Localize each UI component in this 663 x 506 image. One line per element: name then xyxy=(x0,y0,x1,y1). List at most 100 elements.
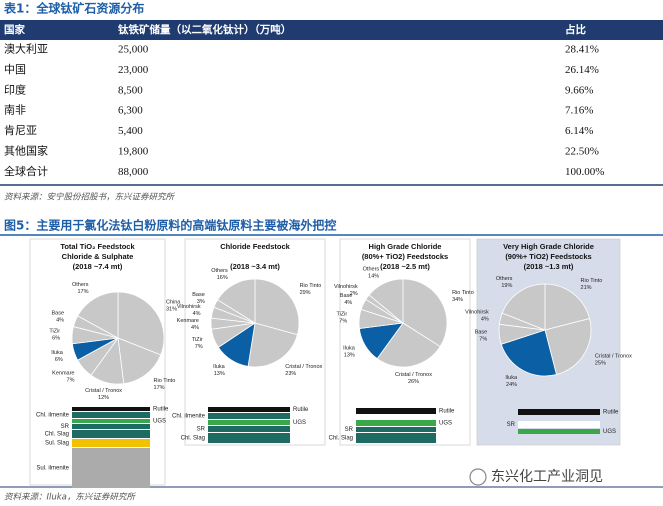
slice-value-label: 14% xyxy=(368,273,379,279)
panel-title: (2018 ~1.3 mt) xyxy=(524,262,574,271)
slice-value-label: 21% xyxy=(581,285,592,291)
slice-value-label: 17% xyxy=(77,289,88,295)
table-source: 资料来源：安宁股份招股书，东兴证券研究所 xyxy=(4,192,176,203)
slice-value-label: 6% xyxy=(55,357,63,363)
panel-title: Chloride & Sulphate xyxy=(62,252,134,261)
feedstock-band xyxy=(72,419,150,423)
table-cell: 6,300 xyxy=(118,105,143,117)
figure-title: 图5：主要用于氯化法钛白粉原料的高端钛原料主要被海外把控 xyxy=(4,218,336,233)
band-label: Rutile xyxy=(603,410,619,416)
feedstock-band xyxy=(72,407,150,411)
table-title: 表1：全球钛矿石资源分布 xyxy=(3,1,144,16)
slice-name: Iluka xyxy=(213,364,226,370)
table-cell: 7.16% xyxy=(565,105,593,117)
slice-value-label: 26% xyxy=(408,379,419,385)
feedstock-band xyxy=(518,421,600,428)
watermark: 东兴化工产业洞见 xyxy=(491,469,603,485)
slice-value-label: 31% xyxy=(166,306,177,312)
panel-title: High Grade Chloride xyxy=(369,242,442,251)
band-label: Sul. Slag xyxy=(45,441,69,447)
slice-value-label: 7% xyxy=(195,344,203,350)
pie-slice xyxy=(77,291,119,339)
pie-slice xyxy=(254,278,300,336)
band-label: Chl. Slag xyxy=(181,436,205,442)
band-label: Rutile xyxy=(439,409,455,415)
feedstock-band xyxy=(208,426,290,432)
pie-slice xyxy=(368,278,404,324)
slice-value-label: 17% xyxy=(154,385,165,391)
slice-name: China xyxy=(166,299,181,305)
pie-slice xyxy=(544,283,591,331)
slice-name: Rio Tinto xyxy=(452,290,474,296)
slice-value-label: 29% xyxy=(300,290,311,296)
feedstock-band xyxy=(356,408,436,414)
band-label: Sul. ilmenite xyxy=(36,466,69,472)
band-label: SR xyxy=(507,422,516,428)
slice-name: Iluka xyxy=(505,375,518,381)
slice-name: Others xyxy=(496,276,513,282)
slice-value-label: 13% xyxy=(214,371,225,377)
slice-name: Base xyxy=(52,311,65,317)
slice-value-label: 2% xyxy=(350,291,358,297)
band-label: Chl. ilmenite xyxy=(172,414,206,420)
feedstock-band xyxy=(356,420,436,426)
pie-slice xyxy=(117,291,165,356)
table-cell: 26.14% xyxy=(565,64,599,76)
panel-title: Total TiO₂ Feedstock xyxy=(60,242,135,251)
slice-name: Rio Tinto xyxy=(300,283,322,289)
slice-name: Cristal / Tronox xyxy=(285,364,322,370)
band-label: UGS xyxy=(603,429,616,435)
table-cell: 100.00% xyxy=(565,166,604,178)
feedstock-band xyxy=(72,448,150,488)
slice-value-label: 13% xyxy=(344,352,355,358)
band-label: Chl. ilmenite xyxy=(36,413,70,419)
table-cell: 全球合计 xyxy=(4,164,48,178)
slice-name: TiZir xyxy=(49,328,60,334)
slice-name: Cristal / Tronox xyxy=(85,388,122,394)
feedstock-band xyxy=(72,439,150,447)
watermark-icon xyxy=(469,468,487,486)
slice-name: Cristal / Tronox xyxy=(395,372,432,378)
slice-name: Iluka xyxy=(51,350,64,356)
slice-value-label: 25% xyxy=(595,360,606,366)
feedstock-band xyxy=(356,433,436,443)
slice-name: Kenmare xyxy=(177,318,199,324)
table-cell: 88,000 xyxy=(118,166,149,178)
slice-value-label: 4% xyxy=(481,317,489,323)
table-cell: 23,000 xyxy=(118,64,149,76)
table-header-cell: 国家 xyxy=(4,23,25,36)
table-cell: 25,000 xyxy=(118,44,149,56)
feedstock-band xyxy=(518,429,600,434)
panel-title: (2018 ~3.4 mt) xyxy=(230,262,280,271)
band-label: Rutile xyxy=(293,407,309,413)
feedstock-band xyxy=(208,413,290,419)
band-label: SR xyxy=(197,427,206,433)
table-cell: 中国 xyxy=(4,63,26,76)
slice-name: Base xyxy=(475,329,488,335)
slice-name: Iluka xyxy=(343,345,356,351)
feedstock-band xyxy=(72,430,150,438)
slice-value-label: 3% xyxy=(197,299,205,305)
feedstock-band xyxy=(72,424,150,429)
panel-title: Chloride Feedstock xyxy=(220,242,290,251)
band-label: Rutile xyxy=(153,407,169,413)
slice-name: Vilnohirsk xyxy=(334,284,358,290)
table-header-cell: 占比 xyxy=(565,23,586,36)
band-label: UGS xyxy=(293,420,306,426)
figure-source: 资料来源：Iluka，东兴证券研究所 xyxy=(4,492,136,503)
feedstock-band xyxy=(356,427,436,432)
table-cell: 6.14% xyxy=(565,125,593,137)
table-cell: 其他国家 xyxy=(4,144,48,158)
table-cell: 22.50% xyxy=(565,146,599,158)
pie-slice xyxy=(500,329,557,377)
slice-name: Base xyxy=(192,292,205,298)
table-cell: 南非 xyxy=(4,104,26,117)
panel-title: (90%+ TiO2) Feedstocks xyxy=(505,252,591,261)
table-cell: 印度 xyxy=(4,82,26,96)
slice-value-label: 7% xyxy=(479,336,487,342)
slice-name: Others xyxy=(211,268,228,274)
panel-title: Very High Grade Chloride xyxy=(503,242,594,251)
slice-value-label: 4% xyxy=(191,325,199,331)
slice-value-label: 4% xyxy=(56,318,64,324)
